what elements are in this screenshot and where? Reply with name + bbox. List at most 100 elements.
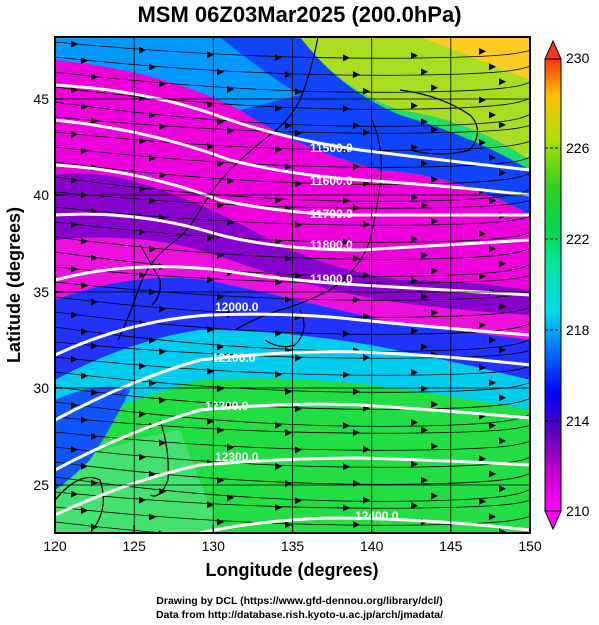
wind-arrow xyxy=(139,46,146,54)
wind-arrow xyxy=(499,78,506,86)
wind-arrow xyxy=(71,446,78,454)
wind-arrow xyxy=(71,130,78,138)
x-axis-label: Longitude (degrees) xyxy=(205,560,378,580)
graticule xyxy=(55,37,530,533)
wind-arrow xyxy=(91,73,98,81)
wind-arrow xyxy=(227,494,234,502)
wind-arrow xyxy=(149,197,156,205)
x-tick-label: 145 xyxy=(439,538,463,554)
wind-arrow xyxy=(139,496,146,504)
wind-arrow xyxy=(285,71,292,79)
x-tick-label: 135 xyxy=(281,538,305,554)
colorbar: 230 226 222 218 214 210 xyxy=(544,39,590,531)
wind-arrow xyxy=(207,276,214,284)
wind-arrow xyxy=(431,217,438,225)
wind-arrow xyxy=(499,303,506,311)
wind-arrow xyxy=(227,444,234,452)
wind-arrow xyxy=(411,419,418,427)
wind-arrow xyxy=(149,63,156,71)
wind-arrow xyxy=(431,309,438,317)
wind-arrow xyxy=(479,139,486,147)
streamline xyxy=(55,161,530,185)
wind-arrow xyxy=(71,355,78,363)
wind-arrow xyxy=(275,504,282,512)
wind-arrow xyxy=(149,470,156,478)
wind-arrow xyxy=(499,394,506,402)
wind-arrow xyxy=(431,442,438,450)
wind-arrow xyxy=(343,422,350,430)
wind-arrow xyxy=(489,63,496,71)
wind-arrow xyxy=(421,384,428,392)
contour-line xyxy=(55,163,530,217)
colorbar-tick-label: 218 xyxy=(566,322,590,338)
wind-arrow xyxy=(71,536,78,543)
y-tick-label: 30 xyxy=(33,380,49,396)
wind-arrow xyxy=(479,47,486,55)
wind-arrow xyxy=(91,117,98,125)
wind-arrow xyxy=(285,163,292,171)
wind-arrow xyxy=(275,370,282,378)
wind-arrow xyxy=(295,88,302,96)
streamline xyxy=(55,491,530,509)
footer-source: Data from http://database.rish.kyoto-u.a… xyxy=(155,609,444,621)
streamline xyxy=(55,341,530,359)
wind-arrow xyxy=(217,293,224,301)
wind-arrow xyxy=(411,52,418,60)
wind-arrow xyxy=(81,147,88,155)
wind-arrow xyxy=(489,422,496,430)
wind-arrow xyxy=(91,388,98,396)
contour-line xyxy=(55,402,530,472)
streamline xyxy=(55,356,530,376)
wind-arrow xyxy=(353,204,360,212)
wind-arrow xyxy=(207,367,214,375)
wind-arrow xyxy=(81,462,88,470)
coastlines xyxy=(55,37,479,533)
y-tick-label: 25 xyxy=(33,477,49,493)
streamline xyxy=(55,131,530,151)
wind-arrow xyxy=(479,497,486,505)
wind-arrow xyxy=(217,201,224,209)
wind-arrow xyxy=(363,312,370,320)
wind-arrow xyxy=(159,439,166,447)
wind-arrow xyxy=(353,296,360,304)
wind-arrow xyxy=(421,426,428,434)
wind-arrow xyxy=(71,311,78,319)
wind-arrow xyxy=(295,354,302,362)
wind-arrow xyxy=(431,534,438,541)
wind-arrow xyxy=(363,271,370,279)
wind-arrow xyxy=(217,476,224,484)
wind-arrow xyxy=(489,513,496,521)
wind-arrow xyxy=(207,101,214,109)
contour-label: 12100.0 xyxy=(212,351,256,365)
contour-line xyxy=(55,456,530,517)
contour-label: 12000.0 xyxy=(215,300,259,314)
wind-arrow xyxy=(411,102,418,110)
wind-arrow xyxy=(81,103,88,111)
x-tick-label: 120 xyxy=(43,538,67,554)
colorbar-tick-label: 230 xyxy=(566,50,590,66)
wind-arrow xyxy=(91,254,98,262)
wind-arrow xyxy=(431,492,438,500)
wind-arrow xyxy=(343,330,350,338)
wind-arrow xyxy=(217,518,224,526)
wind-arrow xyxy=(479,272,486,280)
contour-line xyxy=(55,212,530,252)
wind-arrow xyxy=(71,265,78,273)
wind-arrow xyxy=(479,364,486,372)
y-axis-label: Latitude (degrees) xyxy=(4,207,24,363)
streamline xyxy=(55,176,530,202)
wind-arrow xyxy=(285,521,292,529)
wind-arrow xyxy=(139,362,146,370)
wind-arrow xyxy=(411,143,418,151)
streamline xyxy=(55,71,530,93)
contour-line xyxy=(55,312,530,357)
wind-arrow xyxy=(149,111,156,119)
wind-arrow xyxy=(295,497,302,505)
wind-arrow xyxy=(489,470,496,478)
wind-arrow xyxy=(217,426,224,434)
wind-arrow xyxy=(149,336,156,344)
wind-arrow xyxy=(227,127,234,135)
wind-arrow xyxy=(353,255,360,263)
contour-line xyxy=(55,265,530,297)
y-tick-label: 35 xyxy=(33,284,49,300)
